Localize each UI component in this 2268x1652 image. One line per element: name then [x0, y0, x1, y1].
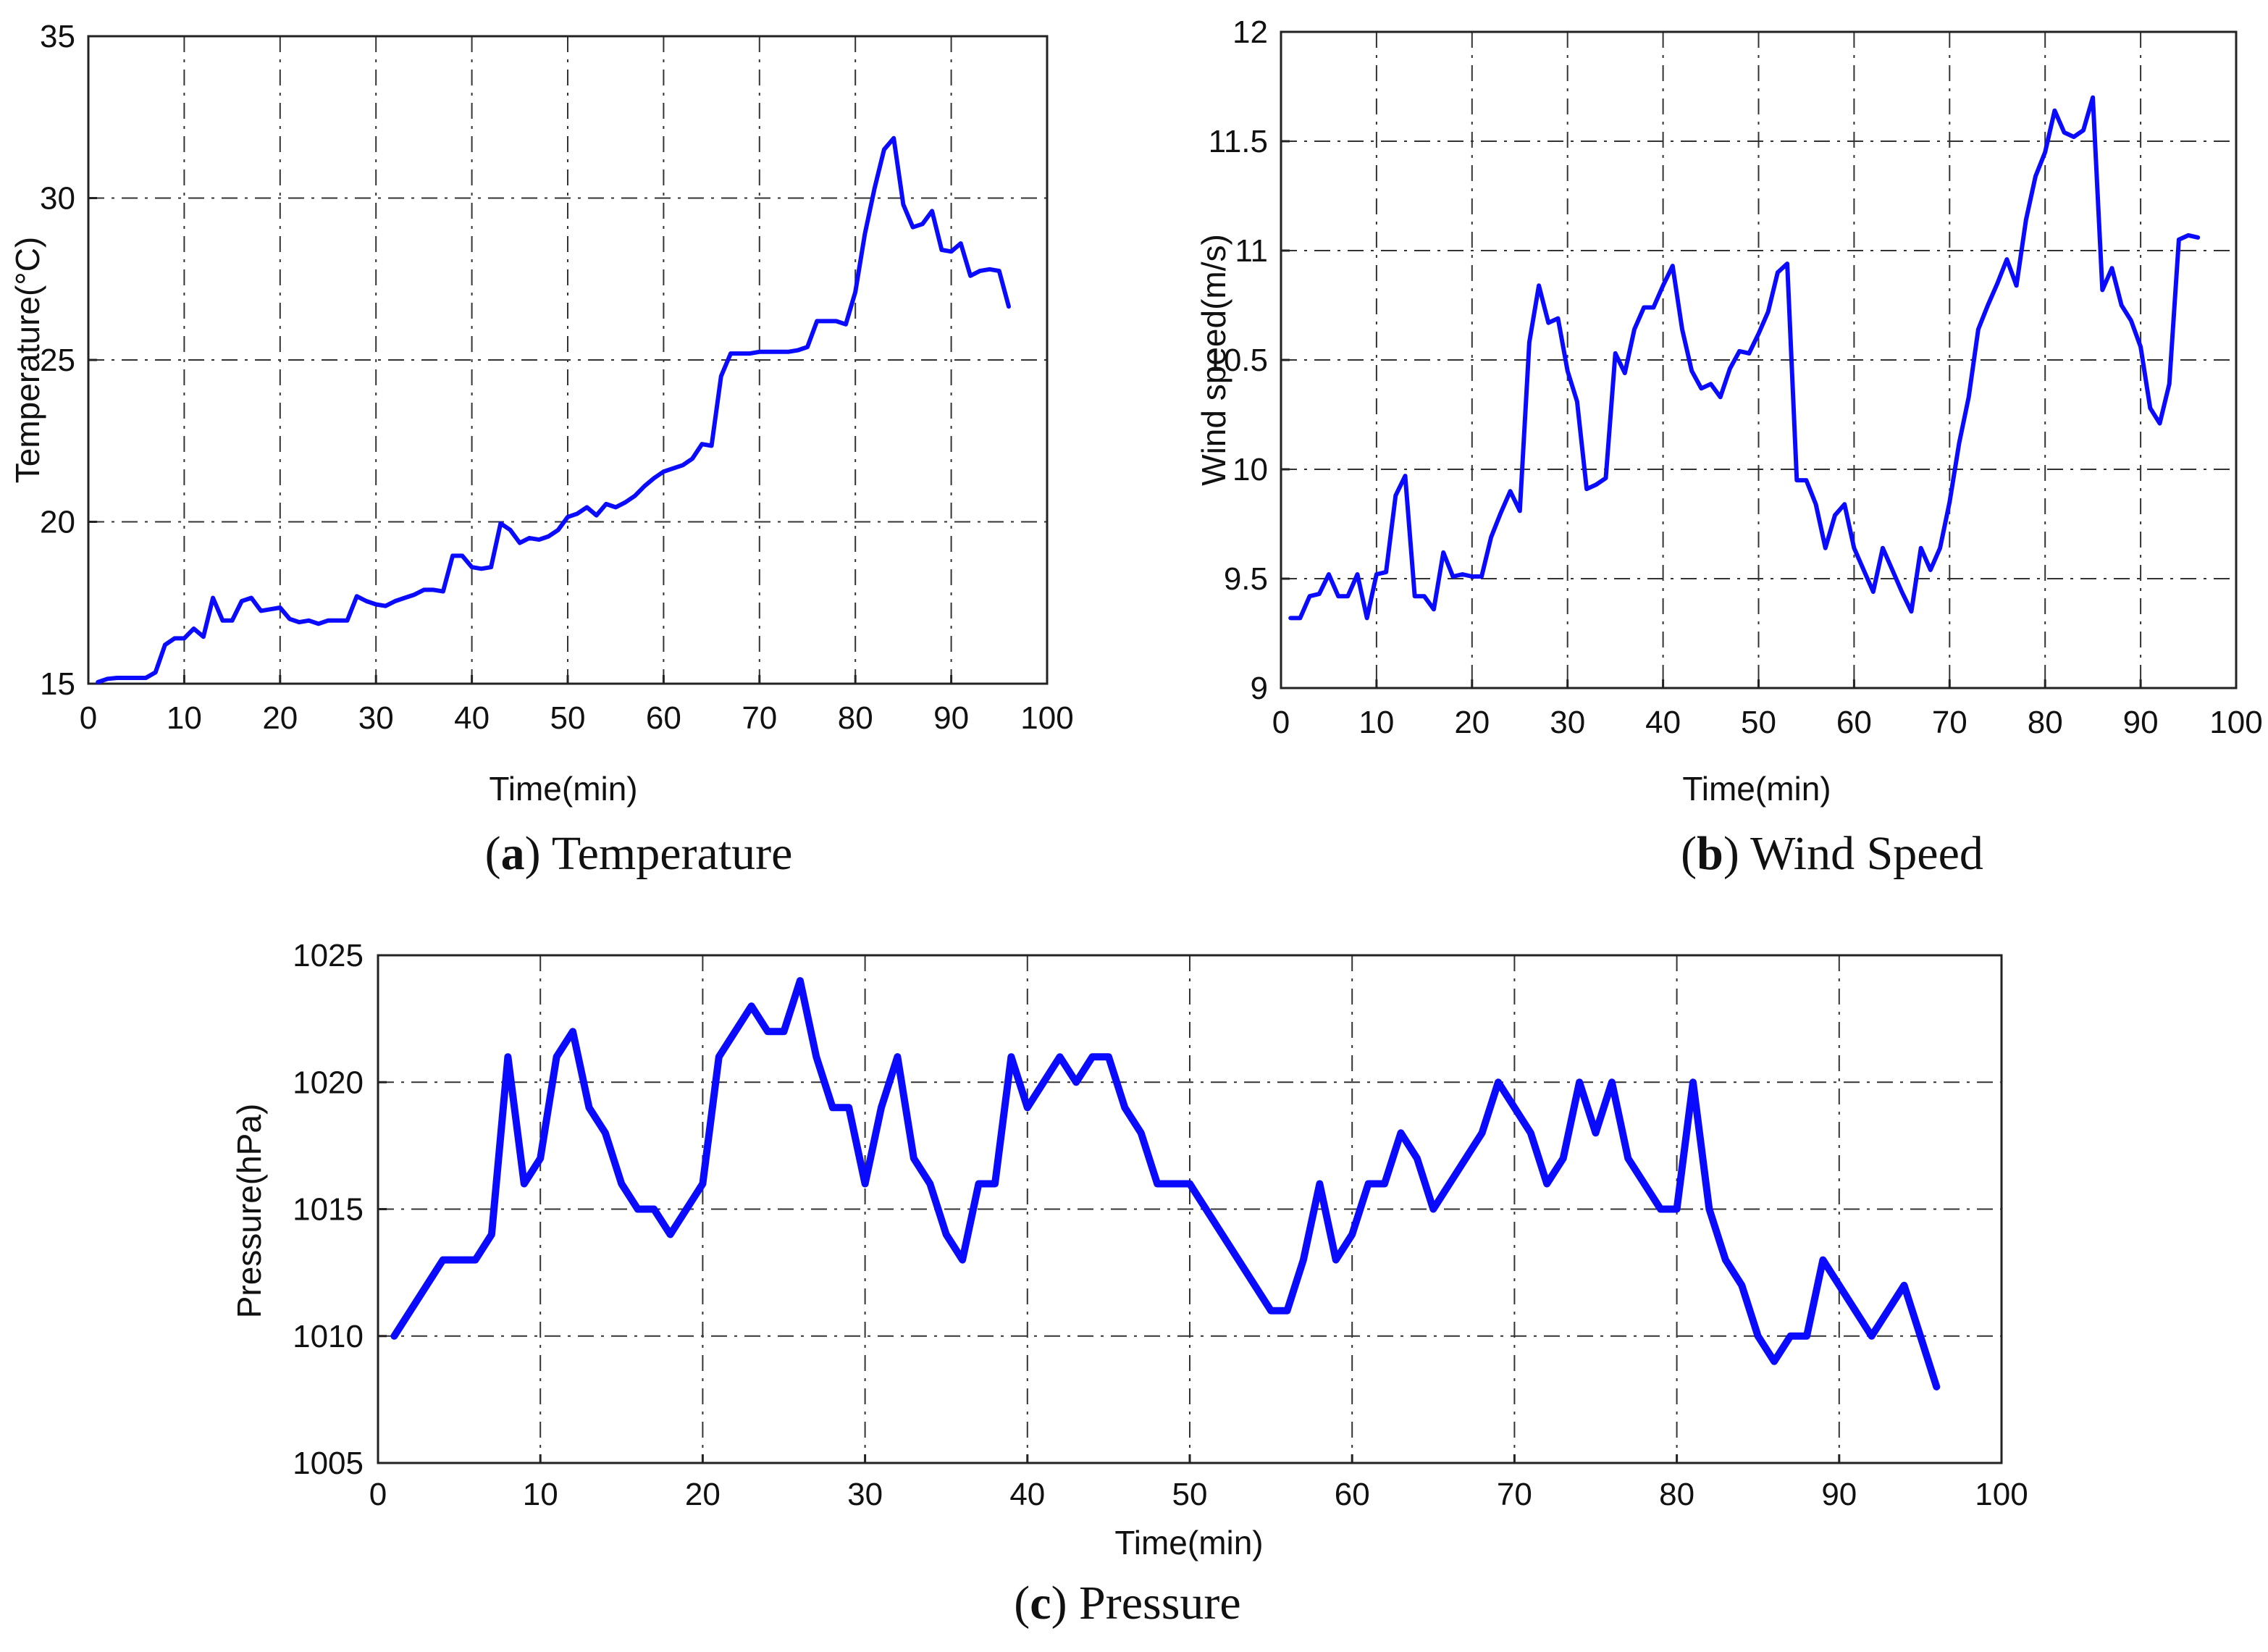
temperature-x-tick-label: 60 [646, 700, 681, 736]
pressure-x-tick-label: 100 [1975, 1477, 2028, 1512]
temperature-x-tick-label: 80 [838, 700, 873, 736]
wind-speed-y-tick-label: 10 [1232, 452, 1268, 487]
temperature-x-tick-label: 10 [167, 700, 202, 736]
temperature-x-axis-label: Time(min) [489, 770, 637, 808]
temperature-x-tick-label: 70 [742, 700, 777, 736]
temperature-series-line [96, 135, 1011, 684]
wind-speed-y-tick-label: 9 [1251, 671, 1268, 706]
wind-speed-x-tick-label: 10 [1358, 705, 1394, 740]
temperature-x-tick-label: 40 [454, 700, 490, 736]
temperature-panel: 0 10 20 30 40 50 60 70 80 90 100 15 20 25 30 35 Time(mi… [9, 19, 1074, 880]
temperature-x-tick-label: 90 [933, 700, 969, 736]
pressure-y-tick-label: 1015 [293, 1192, 364, 1228]
wind-speed-x-tick-label: 70 [1932, 705, 1967, 740]
temperature-y-tick-label: 25 [40, 343, 75, 378]
temperature-y-tick-label: 15 [40, 666, 75, 702]
pressure-x-tick-label: 20 [685, 1477, 721, 1512]
pressure-x-axis-label: Time(min) [1114, 1524, 1263, 1561]
temperature-series [96, 135, 1011, 684]
temperature-caption-letter: a [501, 827, 525, 880]
wind-speed-caption: (b) Wind Speed [1681, 827, 1983, 880]
temperature-y-tick-label: 20 [40, 505, 75, 540]
wind-speed-x-axis-label: Time(min) [1682, 770, 1831, 808]
temperature-x-tick-label: 50 [550, 700, 586, 736]
wind-speed-y-tick-label: 10.5 [1206, 343, 1268, 378]
pressure-x-tick-label: 50 [1172, 1477, 1208, 1512]
pressure-x-tick-label: 40 [1009, 1477, 1045, 1512]
wind-speed-y-axis-label: Wind speed(m/s) [1195, 234, 1232, 486]
pressure-y-tick-label: 1010 [293, 1319, 364, 1354]
wind-speed-caption-letter: b [1697, 827, 1723, 880]
pressure-x-tick-label: 60 [1335, 1477, 1370, 1512]
wind-speed-x-tick-label: 0 [1272, 705, 1290, 740]
pressure-x-tick-label: 90 [1821, 1477, 1857, 1512]
wind-speed-x-tick-label: 30 [1550, 705, 1585, 740]
pressure-series-line [390, 977, 1941, 1391]
pressure-x-tick-label: 70 [1497, 1477, 1532, 1512]
pressure-caption: (c) Pressure [1014, 1577, 1240, 1630]
temperature-ticks: 0 10 20 30 40 50 60 70 80 90 100 15 20 25 30 35 [40, 19, 1074, 736]
temperature-x-tick-label: 0 [80, 700, 97, 736]
temperature-y-tick-label: 30 [40, 181, 75, 217]
wind-speed-x-tick-label: 80 [2028, 705, 2063, 740]
wind-speed-x-tick-label: 60 [1836, 705, 1872, 740]
wind-speed-x-tick-label: 20 [1454, 705, 1490, 740]
pressure-y-tick-label: 1005 [293, 1446, 364, 1481]
pressure-panel: 0 10 20 30 40 50 60 70 80 90 100100510101015102010… [230, 938, 2028, 1630]
pressure-y-tick-label: 1020 [293, 1065, 364, 1100]
wind-speed-y-tick-label: 11 [1235, 233, 1268, 269]
wind-speed-x-tick-label: 40 [1645, 705, 1681, 740]
wind-speed-series [1288, 95, 2201, 621]
wind-speed-y-tick-label: 12 [1232, 14, 1268, 50]
wind-speed-x-tick-label: 100 [2209, 705, 2262, 740]
wind-speed-series-line [1288, 95, 2201, 621]
pressure-caption-letter: c [1030, 1577, 1051, 1630]
temperature-x-tick-label: 20 [262, 700, 298, 736]
pressure-x-tick-label: 0 [369, 1477, 387, 1512]
pressure-x-tick-label: 30 [847, 1477, 883, 1512]
temperature-y-axis-label: Temperature(°C) [9, 237, 46, 484]
temperature-caption: (a) Temperature [485, 827, 793, 880]
pressure-ticks: 0 10 20 30 40 50 60 70 80 90 100100510101015102010… [293, 938, 2028, 1512]
wind-speed-ticks: 0 10 20 30 40 50 60 70 80 90 100 9 9.5 10 10.5 11 11.5 12 [1206, 14, 2262, 740]
pressure-series [390, 977, 1941, 1391]
pressure-x-tick-label: 80 [1659, 1477, 1694, 1512]
wind-speed-y-tick-label: 11.5 [1209, 124, 1268, 159]
temperature-grid [88, 36, 1047, 684]
wind-speed-x-tick-label: 90 [2123, 705, 2159, 740]
temperature-y-tick-label: 35 [40, 19, 75, 54]
temperature-x-tick-label: 30 [358, 700, 394, 736]
pressure-y-tick-label: 1025 [293, 938, 364, 973]
temperature-x-tick-label: 100 [1020, 700, 1073, 736]
pressure-x-tick-label: 10 [523, 1477, 558, 1512]
wind-speed-x-tick-label: 50 [1741, 705, 1776, 740]
wind-speed-y-tick-label: 9.5 [1224, 561, 1268, 597]
pressure-y-axis-label: Pressure(hPa) [230, 1104, 268, 1319]
wind-speed-panel: 0 10 20 30 40 50 60 70 80 90 100 9 9.5 10 10.5 11 11.5 12… [1195, 14, 2263, 880]
